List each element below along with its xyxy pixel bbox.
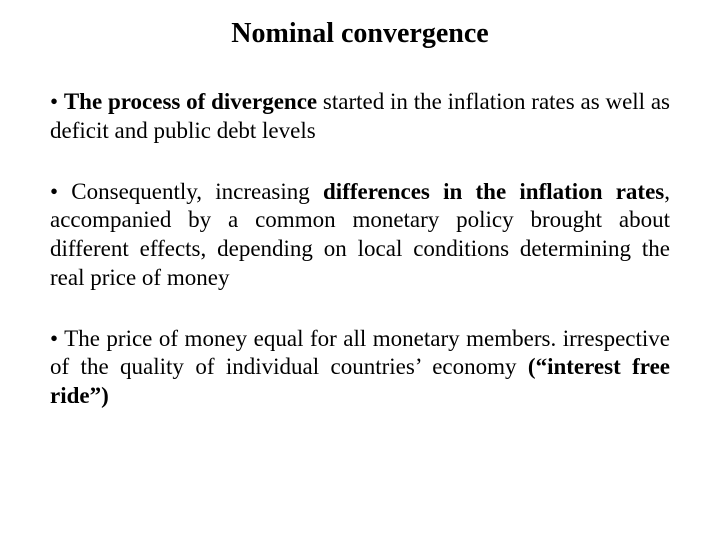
bullet-1-pre: • [50, 89, 64, 114]
bullet-3: • The price of money equal for all monet… [50, 325, 670, 411]
slide-title: Nominal convergence [50, 18, 670, 50]
bullet-1: • The process of divergence started in t… [50, 88, 670, 146]
bullet-2-bold: differences in the inflation rates [323, 179, 664, 204]
bullet-1-bold: The process of divergence [64, 89, 317, 114]
bullet-2-pre: • Consequently, increasing [50, 179, 323, 204]
bullet-2: • Consequently, increasing differences i… [50, 178, 670, 293]
